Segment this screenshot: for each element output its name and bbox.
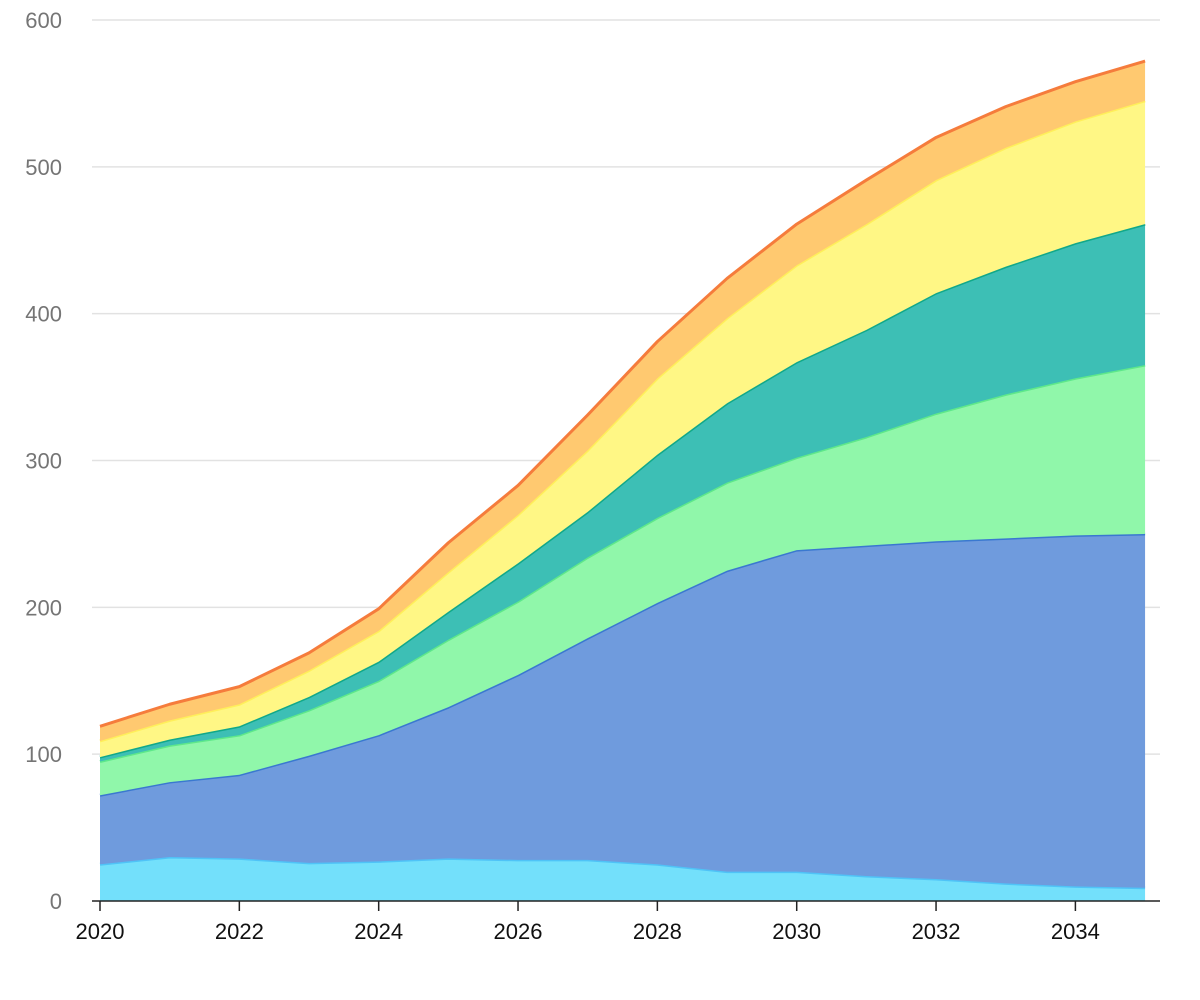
y-tick-label: 200: [25, 595, 62, 620]
y-axis-ticks: 0 100 200 300 400 500 600: [25, 8, 62, 914]
x-tick-label: 2020: [76, 919, 125, 944]
y-tick-label: 0: [50, 889, 62, 914]
x-tick-label: 2028: [633, 919, 682, 944]
x-tick-label: 2030: [772, 919, 821, 944]
x-tick-label: 2034: [1051, 919, 1100, 944]
y-tick-label: 100: [25, 742, 62, 767]
x-tick-label: 2032: [912, 919, 961, 944]
line-series-6: [99, 59, 1146, 728]
y-tick-label: 500: [25, 155, 62, 180]
area-series-2: [100, 533, 1146, 888]
x-tick-label: 2026: [494, 919, 543, 944]
y-tick-label: 600: [25, 8, 62, 33]
area-series-4: [100, 224, 1146, 762]
x-axis-ticks: 2020 2022 2024 2026 2028 2030 2032 2034: [76, 901, 1100, 944]
y-tick-label: 400: [25, 302, 62, 327]
area-series-3: [100, 365, 1146, 796]
area-series: [99, 59, 1146, 901]
area-series-5: [100, 100, 1146, 758]
x-tick-label: 2022: [215, 919, 264, 944]
area-series-6: [100, 61, 1146, 741]
y-tick-label: 300: [25, 449, 62, 474]
x-tick-label: 2024: [354, 919, 403, 944]
area-series-1: [100, 856, 1146, 901]
